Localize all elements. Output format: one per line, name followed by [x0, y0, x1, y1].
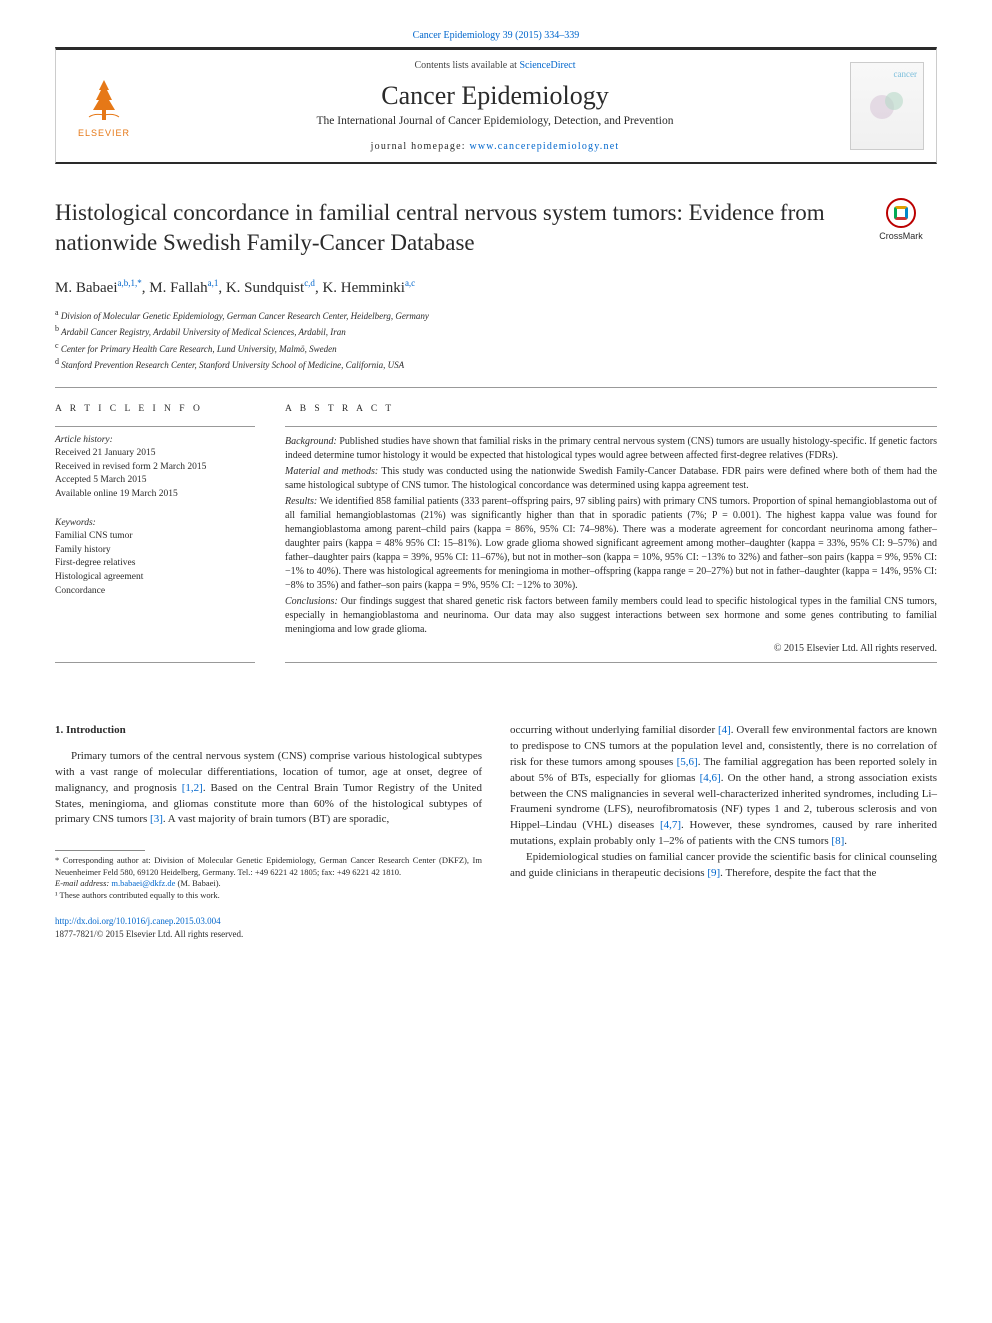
author-3-sup: c,d	[304, 278, 315, 288]
received-date: Received 21 January 2015	[55, 447, 255, 461]
affil-a: a Division of Molecular Genetic Epidemio…	[55, 307, 937, 324]
homepage-label: journal homepage:	[371, 141, 470, 152]
abstract-results: Results: We identified 858 familial pati…	[285, 495, 937, 593]
intro-para-3: Epidemiological studies on familial canc…	[510, 850, 937, 882]
info-rule	[55, 426, 255, 427]
body-columns: 1. Introduction Primary tumors of the ce…	[55, 723, 937, 941]
header-center: Contents lists available at ScienceDirec…	[158, 60, 832, 152]
title-row: Histological concordance in familial cen…	[55, 198, 937, 258]
keyword-4: Histological agreement	[55, 571, 255, 585]
accepted-date: Accepted 5 March 2015	[55, 474, 255, 488]
cover-art-icon	[862, 79, 912, 129]
equal-contribution: ¹ These authors contributed equally to t…	[55, 890, 482, 901]
ref-8[interactable]: [8]	[831, 835, 844, 847]
citation-line: Cancer Epidemiology 39 (2015) 334–339	[55, 30, 937, 41]
column-left: 1. Introduction Primary tumors of the ce…	[55, 723, 482, 941]
revised-date: Received in revised form 2 March 2015	[55, 461, 255, 475]
keywords-block: Familial CNS tumor Family history First-…	[55, 530, 255, 599]
keyword-2: Family history	[55, 544, 255, 558]
elsevier-logo: ELSEVIER	[68, 65, 140, 147]
abstract-rule	[285, 426, 937, 427]
ref-3[interactable]: [3]	[150, 813, 163, 825]
doi-link[interactable]: http://dx.doi.org/10.1016/j.canep.2015.0…	[55, 916, 221, 926]
elsevier-name: ELSEVIER	[78, 128, 130, 138]
sciencedirect-link[interactable]: ScienceDirect	[519, 60, 575, 71]
ref-4[interactable]: [4]	[718, 724, 731, 736]
contents-line: Contents lists available at ScienceDirec…	[158, 60, 832, 71]
author-1: M. Babaei	[55, 280, 117, 296]
ref-4-7[interactable]: [4,7]	[660, 819, 681, 831]
author-2-sup: a,1	[208, 278, 219, 288]
section-1-heading: 1. Introduction	[55, 723, 482, 739]
keyword-1: Familial CNS tumor	[55, 530, 255, 544]
abstract-conclusions: Conclusions: Our findings suggest that s…	[285, 595, 937, 637]
abstract-background: Background: Published studies have shown…	[285, 435, 937, 463]
journal-cover-thumb: cancer	[850, 62, 924, 150]
homepage-link[interactable]: www.cancerepidemiology.net	[469, 141, 619, 152]
affil-b: b Ardabil Cancer Registry, Ardabil Unive…	[55, 323, 937, 340]
keyword-3: First-degree relatives	[55, 557, 255, 571]
footnotes: * Corresponding author at: Division of M…	[55, 855, 482, 901]
journal-subtitle: The International Journal of Cancer Epid…	[158, 115, 832, 127]
author-4-sup: a,c	[405, 278, 415, 288]
crossmark-badge[interactable]: CrossMark	[865, 198, 937, 241]
contents-prefix: Contents lists available at	[414, 60, 519, 71]
author-3: K. Sundquist	[226, 280, 304, 296]
ref-9[interactable]: [9]	[707, 867, 720, 879]
ref-1-2[interactable]: [1,2]	[182, 782, 203, 794]
elsevier-tree-icon	[79, 75, 129, 125]
author-1-sup: a,b,1,*	[117, 278, 141, 288]
article-info: A R T I C L E I N F O Article history: R…	[55, 390, 255, 663]
online-date: Available online 19 March 2015	[55, 488, 255, 502]
affil-d: d Stanford Prevention Research Center, S…	[55, 356, 937, 373]
history-header: Article history:	[55, 435, 255, 445]
corresponding-author: * Corresponding author at: Division of M…	[55, 855, 482, 878]
issn-copyright: 1877-7821/© 2015 Elsevier Ltd. All right…	[55, 929, 243, 939]
author-2: M. Fallah	[149, 280, 207, 296]
ref-4-6[interactable]: [4,6]	[700, 772, 721, 784]
abstract-methods: Material and methods: This study was con…	[285, 465, 937, 493]
affiliations: a Division of Molecular Genetic Epidemio…	[55, 307, 937, 373]
doi-block: http://dx.doi.org/10.1016/j.canep.2015.0…	[55, 915, 482, 940]
keywords-header: Keywords:	[55, 518, 255, 528]
abstract-heading: A B S T R A C T	[285, 404, 937, 414]
intro-para-1: Primary tumors of the central nervous sy…	[55, 749, 482, 829]
article-info-heading: A R T I C L E I N F O	[55, 404, 255, 414]
keyword-5: Concordance	[55, 585, 255, 599]
column-right: occurring without underlying familial di…	[510, 723, 937, 941]
email-line: E-mail address: m.babaei@dkfz.de (M. Bab…	[55, 878, 482, 889]
author-4: K. Hemminki	[322, 280, 405, 296]
divider-top	[55, 387, 937, 388]
journal-title: Cancer Epidemiology	[158, 81, 832, 111]
intro-para-2: occurring without underlying familial di…	[510, 723, 937, 851]
spacer	[55, 663, 937, 723]
abstract: A B S T R A C T Background: Published st…	[285, 390, 937, 663]
abstract-bottom-rule	[285, 662, 937, 663]
article-title: Histological concordance in familial cen…	[55, 198, 847, 258]
crossmark-icon	[886, 198, 916, 228]
page-root: Cancer Epidemiology 39 (2015) 334–339 EL…	[0, 0, 992, 980]
authors-line: M. Babaeia,b,1,*, M. Fallaha,1, K. Sundq…	[55, 278, 937, 297]
footnote-rule	[55, 850, 145, 851]
abstract-copyright: © 2015 Elsevier Ltd. All rights reserved…	[285, 643, 937, 654]
journal-header: ELSEVIER Contents lists available at Sci…	[55, 47, 937, 164]
email-link[interactable]: m.babaei@dkfz.de	[111, 878, 175, 888]
crossmark-label: CrossMark	[879, 231, 923, 241]
ref-5-6[interactable]: [5,6]	[677, 756, 698, 768]
journal-homepage: journal homepage: www.cancerepidemiology…	[158, 141, 832, 152]
history-block: Received 21 January 2015 Received in rev…	[55, 447, 255, 502]
cover-title: cancer	[851, 69, 923, 79]
affil-c: c Center for Primary Health Care Researc…	[55, 340, 937, 357]
info-abstract-row: A R T I C L E I N F O Article history: R…	[55, 390, 937, 663]
